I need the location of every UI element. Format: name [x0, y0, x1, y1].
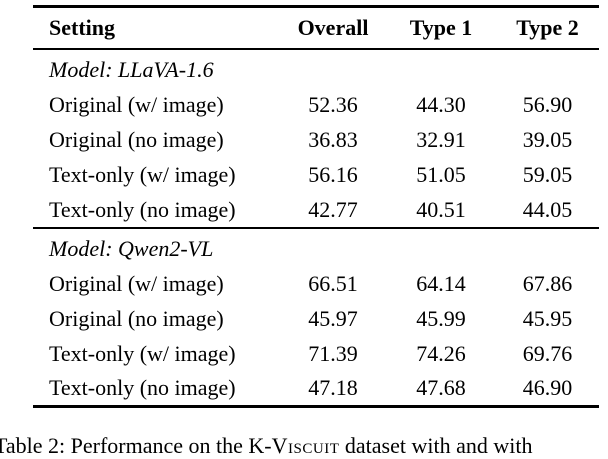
cell-overall: 52.36	[308, 92, 358, 117]
table-row: Text-only (w/ image) 56.16 51.05 59.05	[33, 158, 599, 193]
cell-setting: Original (w/ image)	[49, 271, 224, 296]
table-row: Text-only (no image) 47.18 47.68 46.90	[33, 372, 599, 407]
cell-setting: Text-only (w/ image)	[49, 341, 236, 366]
cell-type2: 56.90	[522, 92, 573, 117]
table-row: Original (no image) 36.83 32.91 39.05	[33, 123, 599, 158]
table-header-row: Setting Overall Type 1 Type 2	[33, 7, 599, 49]
table-row: Original (w/ image) 66.51 64.14 67.86	[33, 267, 599, 302]
table-caption: Table 2: Performance on the K-Viscuit da…	[0, 433, 532, 459]
table-row: Text-only (no image) 42.77 40.51 44.05	[33, 193, 599, 228]
model-label-row: Model: LLaVA-1.6	[33, 49, 599, 88]
caption-suffix: dataset with and with	[339, 433, 533, 458]
cell-setting: Text-only (no image)	[49, 196, 236, 222]
cell-overall: 66.51	[308, 271, 358, 296]
section-qwen: Model: Qwen2-VL Original (w/ image) 66.5…	[33, 227, 599, 407]
cell-type1: 47.68	[416, 375, 466, 401]
model-label-row: Model: Qwen2-VL	[33, 227, 599, 267]
cell-setting: Original (w/ image)	[49, 92, 224, 117]
table-row: Original (no image) 45.97 45.99 45.95	[33, 302, 599, 337]
cell-overall: 56.16	[308, 162, 358, 187]
cell-overall: 42.77	[308, 196, 358, 222]
cell-setting: Text-only (no image)	[49, 375, 236, 401]
cell-type1: 64.14	[416, 271, 466, 296]
cell-setting: Text-only (w/ image)	[49, 162, 236, 187]
caption-dataset-name: Viscuit	[271, 433, 340, 458]
cell-type2: 39.05	[522, 127, 573, 152]
cell-type1: 44.30	[416, 92, 466, 117]
results-table: Setting Overall Type 1 Type 2 Model: LLa…	[33, 5, 599, 408]
cell-overall: 71.39	[308, 341, 358, 366]
model-label: Model: Qwen2-VL	[49, 236, 214, 261]
header-setting: Setting	[49, 14, 115, 40]
cell-type2: 45.95	[522, 306, 573, 331]
cell-type1: 40.51	[416, 196, 466, 222]
cell-type2: 67.86	[522, 271, 573, 296]
cell-type2: 46.90	[522, 375, 573, 401]
table-row: Text-only (w/ image) 71.39 74.26 69.76	[33, 337, 599, 372]
cell-type1: 74.26	[416, 341, 466, 366]
caption-prefix: Table 2: Performance on the K-	[0, 433, 272, 458]
table-row: Original (w/ image) 52.36 44.30 56.90	[33, 88, 599, 123]
cell-setting: Original (no image)	[49, 306, 224, 331]
header-type1: Type 1	[409, 14, 473, 40]
cell-type2: 44.05	[522, 196, 573, 222]
cell-type1: 51.05	[416, 162, 466, 187]
cell-overall: 45.97	[308, 306, 358, 331]
cell-type2: 69.76	[522, 341, 573, 366]
cell-type2: 59.05	[522, 162, 573, 187]
header-type2: Type 2	[516, 14, 579, 40]
section-llava: Model: LLaVA-1.6 Original (w/ image) 52.…	[33, 49, 599, 228]
cell-type1: 32.91	[416, 127, 466, 152]
cell-setting: Original (no image)	[49, 127, 224, 152]
model-label: Model: LLaVA-1.6	[49, 57, 214, 82]
cell-overall: 36.83	[308, 127, 358, 152]
cell-overall: 47.18	[308, 375, 358, 401]
header-overall: Overall	[297, 14, 369, 40]
cell-type1: 45.99	[416, 306, 466, 331]
